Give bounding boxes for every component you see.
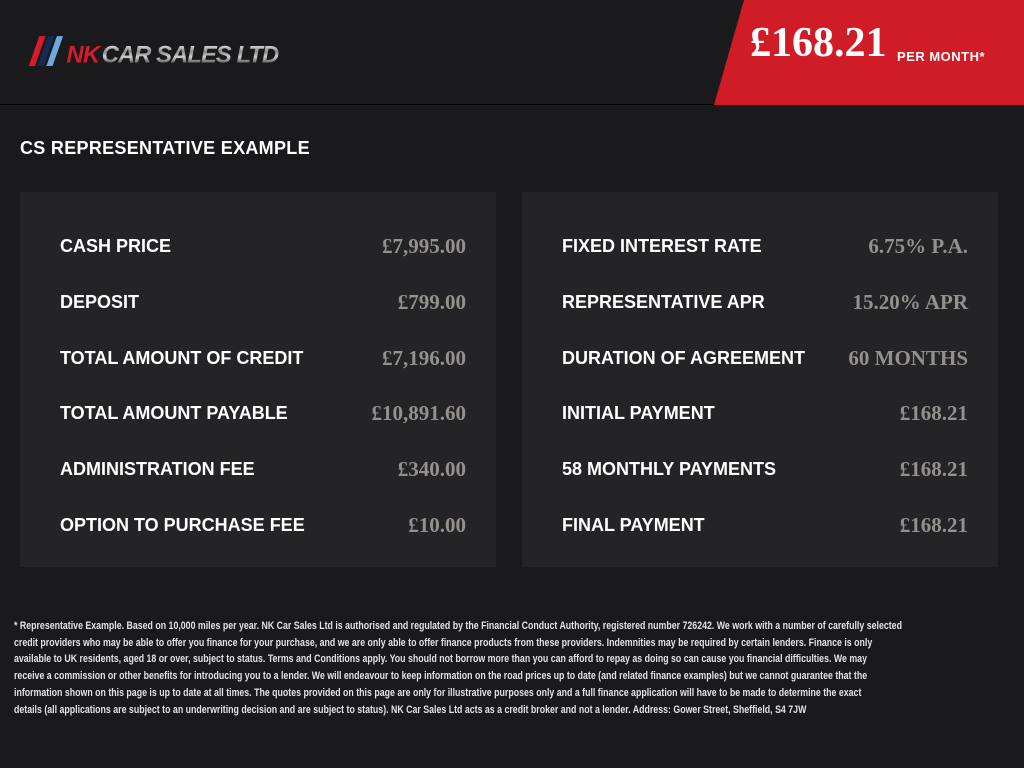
- svg-text:NK: NK: [67, 43, 102, 69]
- svg-text:CAR SALES LTD: CAR SALES LTD: [102, 43, 279, 69]
